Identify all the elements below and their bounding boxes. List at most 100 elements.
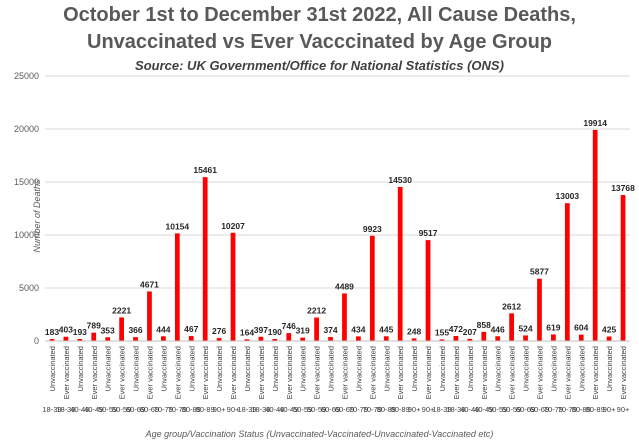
x-tick-label-status: Ever vaccinated [313,346,322,399]
bar [356,336,361,341]
x-tick-label-age: 80-89 [572,405,591,414]
x-tick-label-age: 18-39 [446,405,465,414]
x-tick-label-age: 40-49 [84,405,103,414]
bar [453,335,459,341]
x-tick-label-age: 50-59 [293,405,312,414]
data-label: 604 [574,323,588,333]
chart-title-line-2: Unvaccinated vs Ever Vacccinated by Age … [87,31,552,53]
data-label: 13003 [556,191,580,201]
bar [202,177,208,341]
x-tick-label-status: Unvaccinated [187,346,196,391]
data-label: 9923 [363,224,382,234]
x-tick-label-status: Ever vaccinated [257,346,266,399]
bar [467,338,473,341]
x-tick-label-age: 90+ [408,405,421,414]
bar [369,235,375,341]
data-label: 353 [101,325,115,335]
data-label: 425 [602,324,616,334]
bar [592,129,598,341]
x-tick-label-age: 70-79 [363,405,382,414]
data-label: 789 [87,321,101,331]
data-label: 248 [407,326,421,336]
x-tick-label-age: 40-49 [265,405,284,414]
x-tick-label-status: Ever vaccinated [480,346,489,399]
bar [342,293,347,341]
x-tick-label-age: 90+ [603,405,616,414]
x-tick-label-status: Unvaccinated [382,346,391,391]
x-tick-label-age: 80-89 [377,405,396,414]
x-tick-label-status: Unvaccinated [577,346,586,391]
bar [300,337,306,341]
bar [481,331,487,341]
x-tick-label-age: 18-39 [42,405,61,414]
data-label: 207 [463,327,477,337]
bar [216,338,222,341]
bar [425,240,431,341]
x-tick-label-status: Ever vaccinated [591,346,600,399]
bar [244,339,250,341]
x-tick-label-age: 18-39 [432,405,451,414]
data-label: 444 [156,324,170,334]
x-tick-label-status: Unvaccinated [354,346,363,391]
data-label: 2221 [112,305,131,315]
data-label: 10154 [166,221,190,231]
x-tick-label-status: Unvaccinated [410,346,419,391]
x-tick-label-age: 50-59 [112,405,131,414]
x-tick-label-status: Ever vaccinated [62,346,71,399]
data-label: 445 [379,324,393,334]
x-tick-label-age: 40-49 [474,405,493,414]
bar [105,337,111,341]
x-tick-label-age: 60-69 [335,405,354,414]
x-tick-label-status: Unvaccinated [522,346,531,391]
y-tick-label: 0 [34,336,39,346]
x-tick-label-status: Ever vaccinated [201,346,210,399]
bar [439,339,445,341]
x-tick-label-status: Unvaccinated [159,346,168,391]
data-label: 4671 [140,279,159,289]
y-tick-label: 10000 [14,230,39,240]
data-label: 10207 [221,221,245,231]
x-tick-label-age: 50-59 [502,405,521,414]
x-tick-label-status: Unvaccinated [494,346,503,391]
x-tick-label-age: 50-59 [488,405,507,414]
x-tick-label-age: 40-49 [460,405,479,414]
data-label: 2212 [307,306,326,316]
x-tick-label-age: 18-39 [56,405,75,414]
x-tick-label-status: Ever vaccinated [396,346,405,399]
bar [578,334,584,341]
x-tick-label-status: Unvaccinated [549,346,558,391]
x-tick-label-age: 80-89 [196,405,215,414]
data-label: 858 [477,320,491,330]
bar [258,336,264,341]
data-label: 397 [254,325,268,335]
bar [272,338,278,341]
x-tick-label-status: Unvaccinated [605,346,614,391]
x-tick-label-age: 80-89 [391,405,410,414]
data-label: 183 [45,327,59,337]
data-label: 319 [296,326,310,336]
data-label: 190 [268,327,282,337]
bar [147,291,152,341]
x-tick-label-status: Unvaccinated [271,346,280,391]
x-tick-label-age: 70-79 [544,405,563,414]
bar [564,203,570,341]
bar [523,335,528,341]
y-tick-label: 25000 [14,71,39,81]
x-tick-label-status: Ever vaccinated [508,346,517,399]
x-tick-label-status: Ever vaccinated [229,346,238,399]
y-tick-label: 5000 [19,283,39,293]
data-label: 2612 [502,301,521,311]
x-tick-label-age: 50-59 [98,405,117,414]
x-tick-label-status: Ever vaccinated [424,346,433,399]
data-label: 4489 [335,281,354,291]
x-tick-label-age: 70-79 [154,405,173,414]
x-tick-label-age: 40-49 [70,405,89,414]
x-tick-label-age: 18-39 [237,405,256,414]
bar [411,338,417,341]
x-tick-label-status: Ever vaccinated [340,346,349,399]
data-label: 15461 [193,165,217,175]
x-tick-label-status: Ever vaccinated [173,346,182,399]
x-tick-label-status: Unvaccinated [327,346,336,391]
y-tick-label: 15000 [14,177,39,187]
